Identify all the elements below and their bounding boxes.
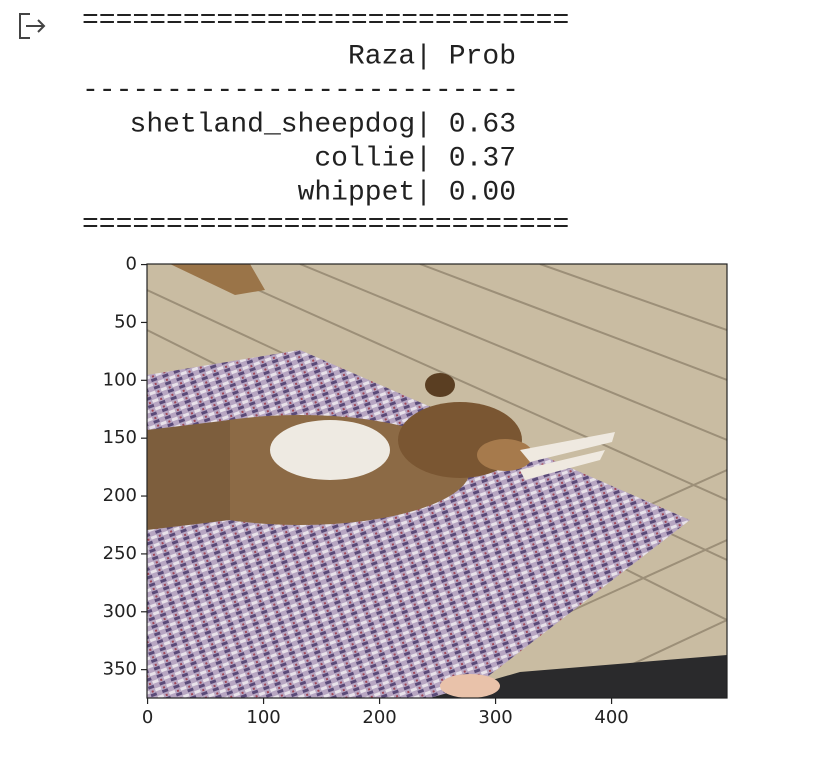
- mid-rule: --------------------------: [82, 75, 519, 106]
- axes-frame: [146, 263, 728, 699]
- table-row: collie| 0.37: [314, 143, 516, 174]
- table-row: whippet| 0.00: [298, 177, 516, 208]
- y-tick-label: 0: [126, 254, 137, 275]
- y-tick-label: 350: [103, 659, 137, 680]
- output-icon[interactable]: [19, 13, 46, 39]
- top-rule: =============================: [82, 5, 569, 36]
- y-tick-label: 250: [103, 543, 137, 564]
- x-tick-label: 300: [478, 707, 512, 728]
- y-tick-label: 200: [103, 485, 137, 506]
- x-tick-label: 0: [142, 707, 153, 728]
- x-tick-label: 200: [362, 707, 396, 728]
- x-tick-label: 400: [594, 707, 628, 728]
- y-tick-label: 100: [103, 369, 137, 390]
- y-tick-label: 150: [103, 427, 137, 448]
- y-tick-label: 300: [103, 601, 137, 622]
- y-tick-label: 50: [114, 311, 137, 332]
- table-header: Raza| Prob: [348, 41, 516, 72]
- image: [147, 264, 727, 698]
- x-tick-label: 100: [246, 707, 280, 728]
- table-row: shetland_sheepdog| 0.63: [130, 109, 516, 140]
- bottom-rule: =============================: [82, 209, 569, 240]
